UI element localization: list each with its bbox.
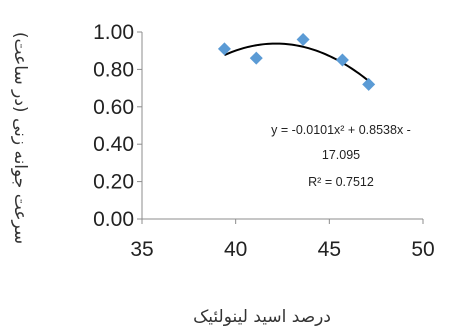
equation-line-1: y = -0.0101x² + 0.8538x - [271,123,411,137]
trendline-equation: y = -0.0101x² + 0.8538x - 17.095 R² = 0.… [271,123,411,189]
x-tick-label: 50 [411,238,434,261]
y-tick-label: 0.80 [93,58,134,81]
y-tick-label: 1.00 [93,21,134,44]
axes [141,32,423,220]
tick-marks [137,31,424,224]
polynomial-trendline [224,42,370,82]
data-points [217,32,376,91]
r-squared-label: R² = 0.7512 [308,175,374,189]
y-tick-label: 0.40 [93,133,134,156]
equation-line-2: 17.095 [322,148,360,162]
y-tick-label: 0.00 [93,208,134,231]
tick-labels: 0.00 0.20 0.40 0.60 0.80 1.00 35 40 45 50 [93,21,435,261]
data-point [249,51,263,65]
data-point [362,77,376,91]
data-point [335,53,349,67]
data-point [296,32,310,46]
x-tick-label: 40 [224,238,247,261]
y-tick-label: 0.60 [93,96,134,119]
x-tick-label: 35 [130,238,153,261]
x-axis-title: درصد اسید لینولئیک [193,307,331,327]
x-tick-label: 45 [318,238,341,261]
y-tick-label: 0.20 [93,171,134,194]
y-axis-title: سرعت جوانه زنی (در ساعت) [10,32,30,244]
data-point [217,42,231,56]
